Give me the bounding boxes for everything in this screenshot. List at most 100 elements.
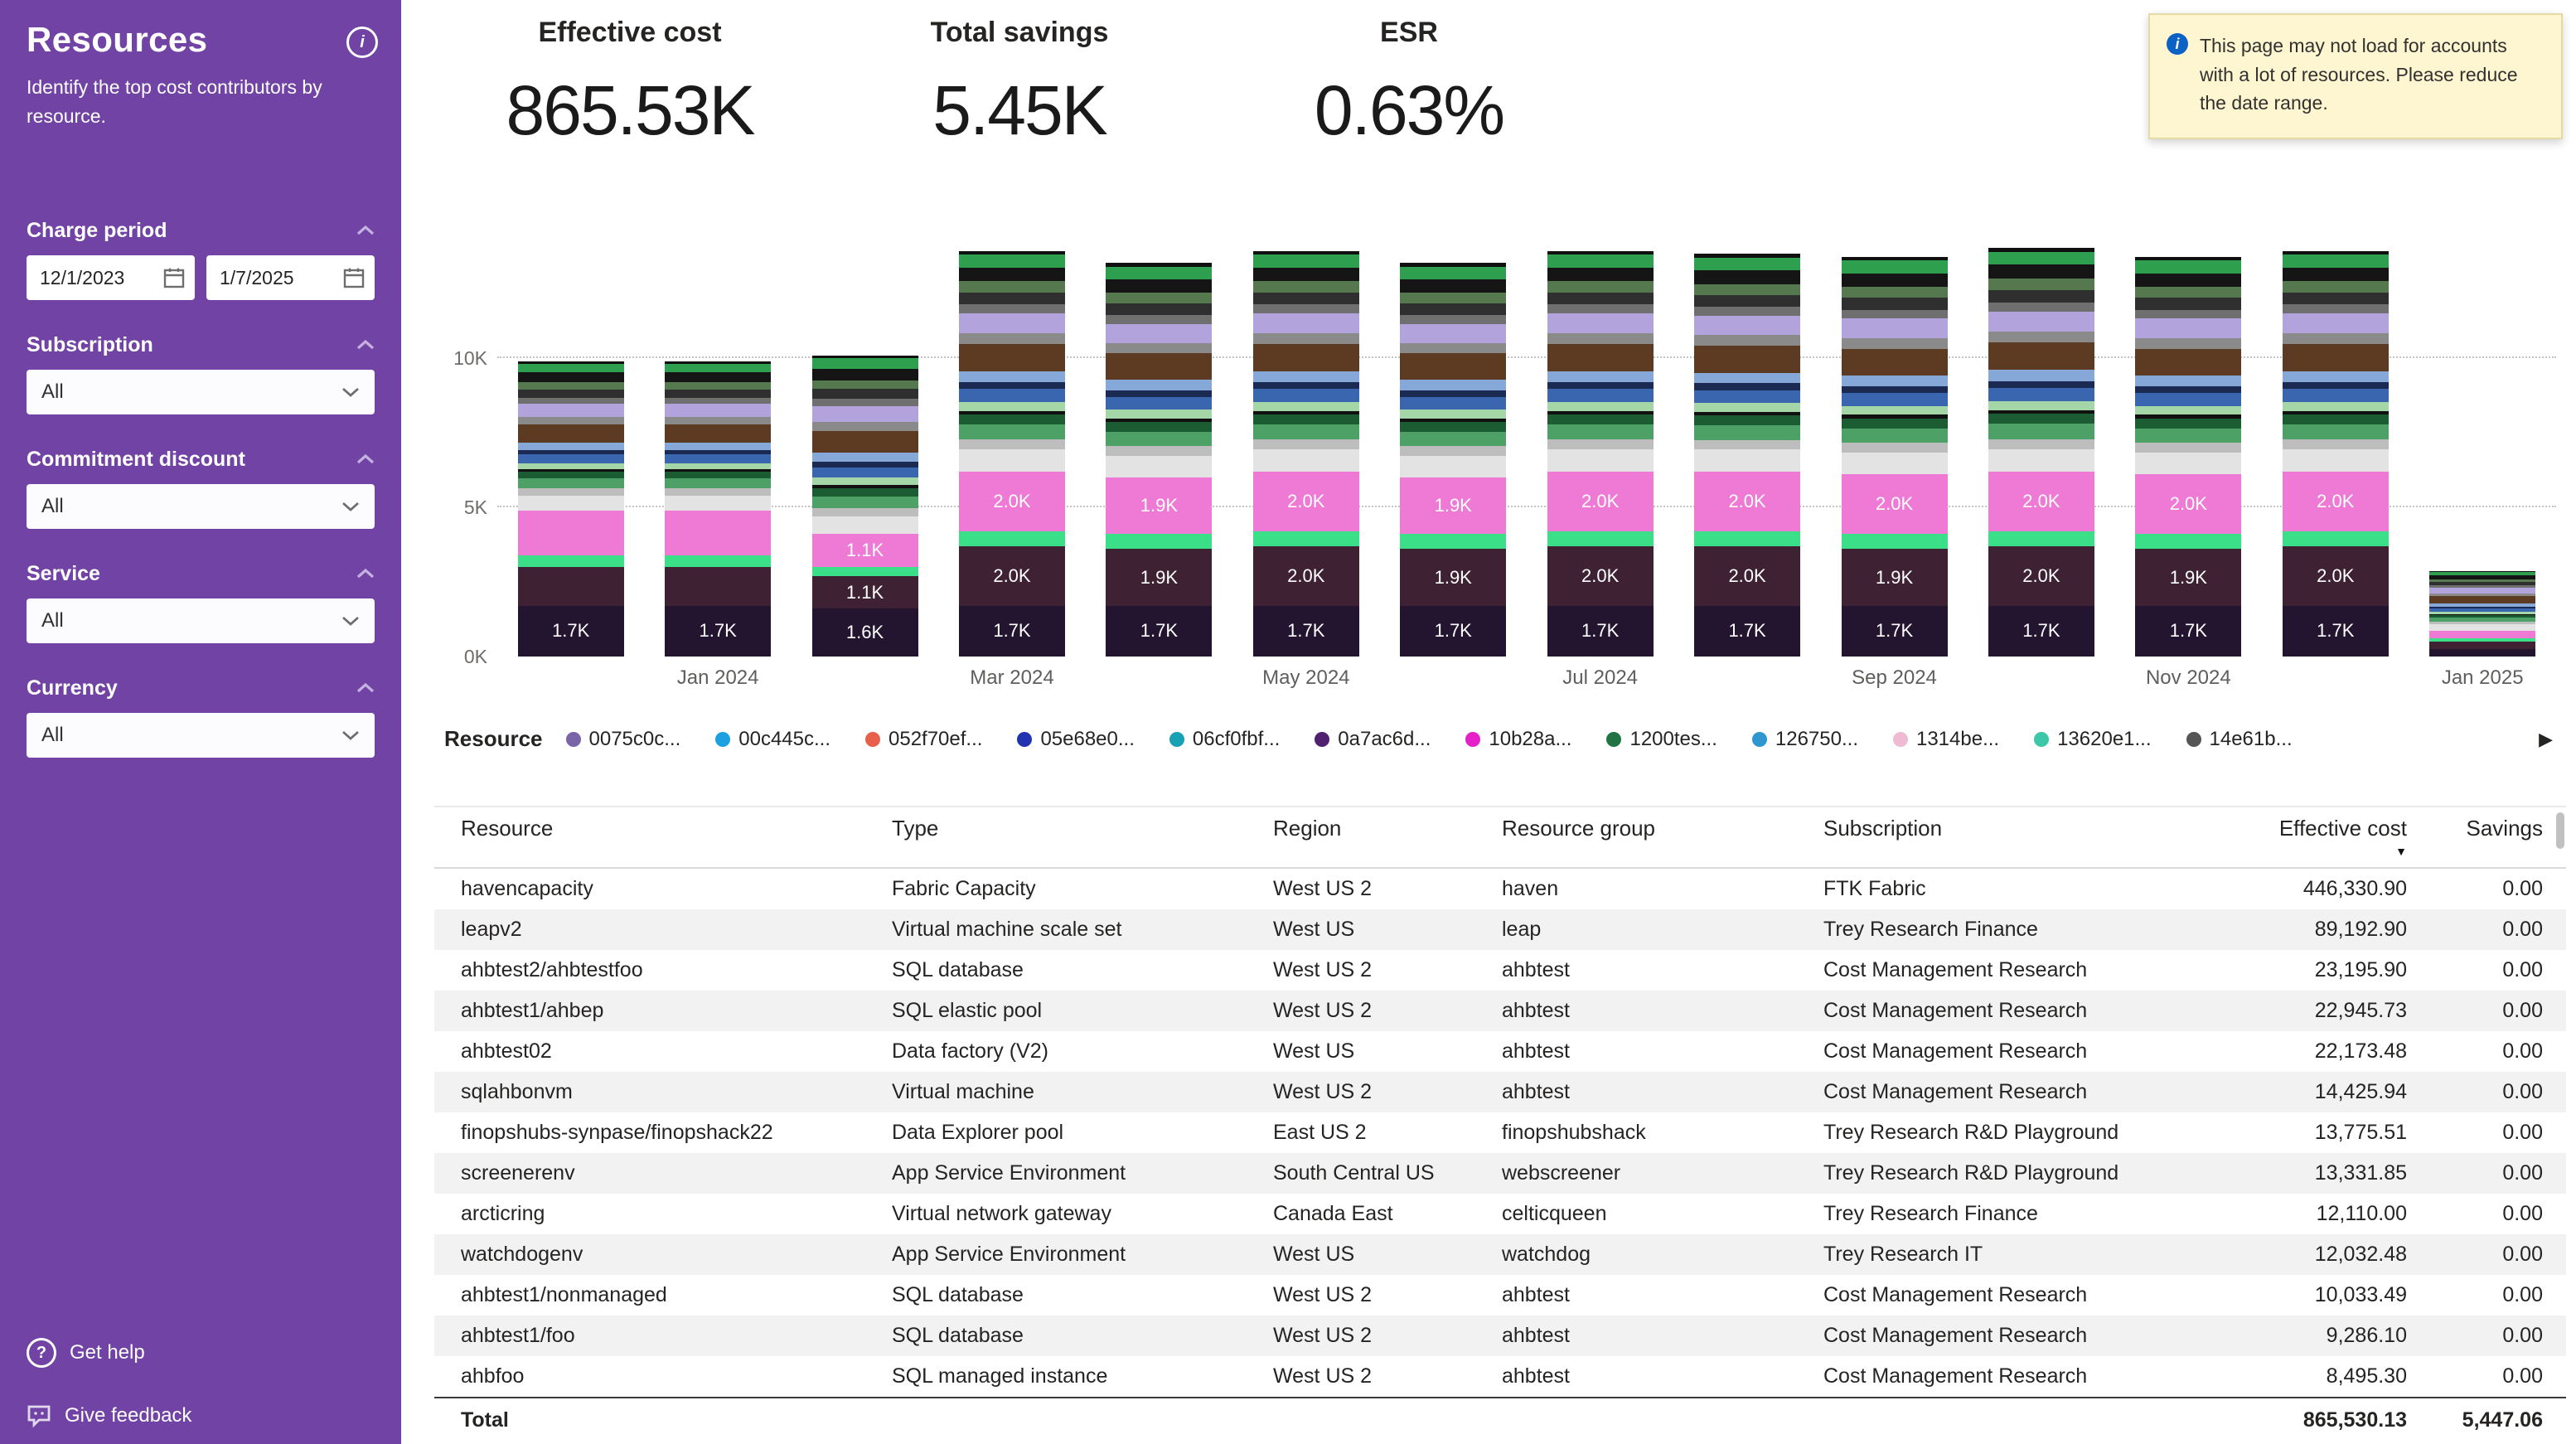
bar-segment <box>958 304 1065 314</box>
bar-sep-2024[interactable]: 1.7K 1.9K 2.0K <box>1841 256 1948 657</box>
dropdown-subscription[interactable]: All <box>27 370 375 414</box>
bar-segment <box>1988 370 2094 381</box>
dropdown-service[interactable]: All <box>27 598 375 643</box>
column-header-savings[interactable]: Savings <box>2407 816 2544 841</box>
info-icon[interactable]: i <box>346 27 378 58</box>
filter-header: Subscription <box>27 327 375 363</box>
chevron-up-icon[interactable] <box>356 682 375 694</box>
bar-jan-2024[interactable]: 1.7K <box>665 361 772 657</box>
legend-item-13620e1-[interactable]: 13620e1... <box>2034 728 2152 751</box>
table-row[interactable]: arcticring Virtual network gateway Canada … <box>434 1194 2566 1234</box>
cell: Cost Management Research <box>1823 958 2088 981</box>
bar-segment <box>1841 287 1948 298</box>
legend-item-06cf0fbf-[interactable]: 06cf0fbf... <box>1169 728 1280 751</box>
bar-segment <box>958 281 1065 293</box>
legend-item-05e68e0-[interactable]: 05e68e0... <box>1017 728 1135 751</box>
table-row[interactable]: finopshubs-synpase/finopshack22 Data Expl… <box>434 1112 2566 1153</box>
table-row[interactable]: ahbtest1/ahbep SQL elastic pool West US 2 a… <box>434 991 2566 1031</box>
bar-segment <box>1400 323 1507 343</box>
legend-next-arrow[interactable]: ▶ <box>2539 728 2553 749</box>
end-date-input[interactable]: 1/7/2025 <box>206 255 375 300</box>
give-feedback-link[interactable]: Give feedback <box>27 1404 191 1427</box>
bar-segment <box>1841 418 1948 429</box>
filter-label: Commitment discount <box>27 447 245 471</box>
column-header-subscription[interactable]: Subscription <box>1823 816 2221 841</box>
kpi-label: Total savings <box>930 17 1109 48</box>
dropdown-currency[interactable]: All <box>27 713 375 758</box>
bar-segment <box>665 364 772 373</box>
bar-segment <box>2135 414 2242 419</box>
get-help-link[interactable]: ? Get help <box>27 1338 191 1368</box>
bar-jun-2024[interactable]: 1.7K 1.9K 1.9K <box>1400 262 1507 657</box>
bar-segment <box>2282 389 2389 402</box>
table-row[interactable]: screenerenv App Service Environment South … <box>434 1153 2566 1194</box>
column-header-region[interactable]: Region <box>1273 816 1502 841</box>
column-header-resource-group[interactable]: Resource group <box>1502 816 1823 841</box>
chevron-up-icon[interactable] <box>356 339 375 351</box>
cell: ahbtest1/foo <box>461 1324 575 1347</box>
legend-item-0075c0c-[interactable]: 0075c0c... <box>565 728 680 751</box>
legend-item-14e61b-[interactable]: 14e61b... <box>2186 728 2293 751</box>
bar-dec-2023[interactable]: 1.7K <box>517 361 624 657</box>
table-row[interactable]: ahbfoo SQL managed instance West US 2 ahbte… <box>434 1356 2566 1397</box>
legend-item-0a7ac6d-[interactable]: 0a7ac6d... <box>1315 728 1431 751</box>
table-row[interactable]: leapv2 Virtual machine scale set West US le… <box>434 909 2566 950</box>
bar-mar-2024[interactable]: 1.7K 2.0K 2.0K <box>958 250 1065 657</box>
bar-dec-2024[interactable]: 1.7K 2.0K 2.0K <box>2282 250 2389 657</box>
bar-jan-2025[interactable] <box>2429 570 2536 657</box>
column-header-resource[interactable]: Resource <box>461 816 892 841</box>
table-row[interactable]: sqlahbonvm Virtual machine West US 2 ahbtes… <box>434 1072 2566 1112</box>
bar-segment <box>958 344 1065 371</box>
legend-item-052f70ef-[interactable]: 052f70ef... <box>865 728 982 751</box>
bar-jul-2024[interactable]: 1.7K 2.0K 2.0K <box>1547 250 1654 657</box>
bar-segment <box>517 510 624 555</box>
bar-segment <box>1988 387 2094 401</box>
legend-item-126750-[interactable]: 126750... <box>1751 728 1858 751</box>
kpi-label: ESR <box>1380 17 1438 48</box>
start-date-input[interactable]: 12/1/2023 <box>27 255 195 300</box>
table-row[interactable]: ahbtest02 Data factory (V2) West US ahbtest… <box>434 1031 2566 1072</box>
table-row[interactable]: havencapacity Fabric Capacity West US 2 hav… <box>434 869 2566 909</box>
filter-label: Subscription <box>27 332 153 356</box>
bar-segment <box>1841 428 1948 443</box>
bar-segment <box>811 462 918 468</box>
bar-segment <box>2429 613 2536 616</box>
cell: West US <box>1273 918 1355 941</box>
bar-segment <box>2135 405 2242 415</box>
legend-item-10b28a-[interactable]: 10b28a... <box>1465 728 1571 751</box>
bar-segment: 2.0K <box>1988 471 2094 531</box>
bar-segment <box>2429 624 2536 631</box>
table-row[interactable]: watchdogenv App Service Environment West U… <box>434 1234 2566 1275</box>
legend-item-1314be-[interactable]: 1314be... <box>1892 728 1999 751</box>
bar-nov-2024[interactable]: 1.7K 1.9K 2.0K <box>2135 256 2242 657</box>
bar-oct-2024[interactable]: 1.7K 2.0K 2.0K <box>1988 247 2094 657</box>
chevron-up-icon[interactable] <box>356 225 375 236</box>
bar-segment <box>517 469 624 472</box>
bar-segment <box>1694 270 1801 284</box>
bar-cell: 1.7K 1.9K 2.0K <box>1821 216 1968 657</box>
legend-item-1200tes-[interactable]: 1200tes... <box>1606 728 1717 751</box>
cell: 8,495.30 <box>2326 1364 2407 1388</box>
bar-aug-2024[interactable]: 1.7K 2.0K 2.0K <box>1694 254 1801 657</box>
bar-may-2024[interactable]: 1.7K 2.0K 2.0K <box>1252 250 1359 657</box>
column-header-effective-cost[interactable]: Effective cost ▼ <box>2221 816 2407 858</box>
dropdown-commitment-discount[interactable]: All <box>27 484 375 529</box>
bar-segment <box>665 389 772 398</box>
dropdown-value: All <box>41 724 64 746</box>
table-row[interactable]: ahbtest2/ahbtestfoo SQL database West US 2… <box>434 950 2566 991</box>
bar-apr-2024[interactable]: 1.7K 1.9K 1.9K <box>1106 262 1213 657</box>
column-header-type[interactable]: Type <box>892 816 1273 841</box>
x-axis-label: Sep 2024 <box>1852 666 1937 689</box>
table-row[interactable]: ahbtest1/nonmanaged SQL database West US 2… <box>434 1275 2566 1316</box>
bar-feb-2024[interactable]: 1.6K 1.1K 1.1K <box>811 355 918 657</box>
chevron-up-icon[interactable] <box>356 568 375 579</box>
table-scrollbar[interactable] <box>2556 812 2564 849</box>
filter-label: Charge period <box>27 218 167 242</box>
bar-segment <box>1547 281 1654 293</box>
bar-segment <box>2135 452 2242 475</box>
cell: 89,192.90 <box>2314 918 2407 941</box>
table-row[interactable]: ahbtest1/foo SQL database West US 2 ahbtest… <box>434 1316 2566 1356</box>
legend-item-00c445c-[interactable]: 00c445c... <box>715 728 830 751</box>
x-axis-label <box>792 666 938 690</box>
chevron-up-icon[interactable] <box>356 453 375 465</box>
